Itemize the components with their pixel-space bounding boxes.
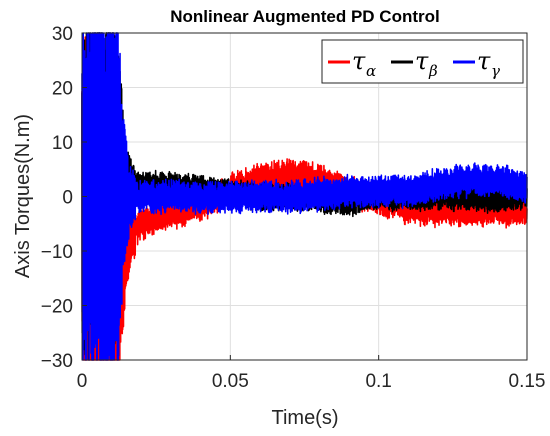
legend-subscript-0: α xyxy=(366,62,376,80)
y-tick-label: 10 xyxy=(52,133,73,154)
x-tick-label: 0.05 xyxy=(212,371,249,392)
legend-subscript-1: β xyxy=(428,62,438,80)
y-tick-label: −20 xyxy=(41,297,73,318)
y-tick-label: −30 xyxy=(41,351,73,372)
legend-subscript-2: γ xyxy=(491,62,500,80)
legend-symbol-1: τ xyxy=(415,47,429,75)
x-axis-label: Time(s) xyxy=(271,407,338,429)
y-tick-label: −10 xyxy=(41,242,73,263)
legend-symbol-0: τ xyxy=(352,47,366,75)
x-tick-label: 0.1 xyxy=(365,371,391,392)
y-tick-label: 0 xyxy=(62,188,73,209)
legend-symbol-2: τ xyxy=(477,47,491,75)
y-tick-label: 20 xyxy=(52,79,73,100)
y-axis-label: Axis Torques(N.m) xyxy=(12,114,34,278)
chart-title: Nonlinear Augmented PD Control xyxy=(170,7,440,26)
x-tick-label: 0.15 xyxy=(509,371,546,392)
x-tick-label: 0 xyxy=(77,371,88,392)
y-tick-label: 30 xyxy=(52,24,73,45)
